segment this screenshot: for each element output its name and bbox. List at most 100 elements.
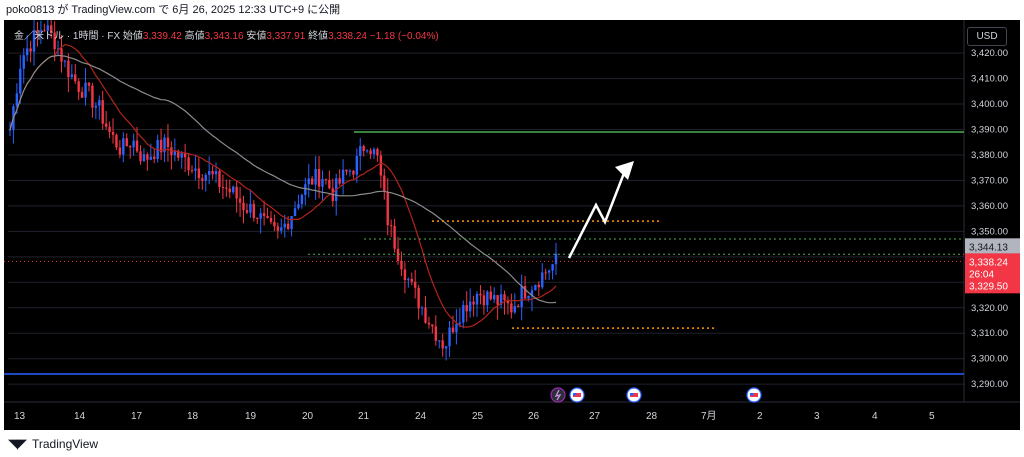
candle-body: [472, 301, 475, 305]
x-tick-label: 24: [415, 411, 427, 422]
x-tick-label: 13: [14, 411, 26, 422]
change-value: −1.18 (−0.04%): [369, 31, 439, 42]
candle-body: [451, 327, 455, 333]
low-value: 3,337.91: [266, 31, 306, 42]
candle-body: [39, 30, 43, 32]
candle-body: [441, 340, 444, 349]
candle-body: [304, 184, 307, 195]
candle-body: [465, 305, 468, 312]
candle-body: [352, 170, 355, 175]
chart-area[interactable]: 3,290.003,300.003,310.003,320.003,330.00…: [4, 20, 1020, 430]
candle-body: [146, 154, 149, 160]
candle-body: [355, 155, 359, 175]
flag-stripe: [750, 393, 758, 397]
ohlc-legend: 金／米ドル · 1時間 · FX 始値3,339.42 高値3,343.16 安…: [14, 27, 439, 42]
candle-body: [190, 170, 194, 172]
candle-body: [321, 178, 324, 187]
low-label: 安値: [246, 31, 267, 42]
candle-body: [128, 146, 132, 148]
candle-body: [348, 170, 352, 172]
candle-body: [410, 278, 413, 282]
flag-canton: [630, 393, 634, 396]
candle-body: [108, 126, 111, 132]
candle-body: [513, 306, 516, 313]
candle-body: [537, 284, 541, 288]
candle-body: [530, 290, 534, 296]
candle-body: [91, 85, 94, 108]
candle-body: [249, 203, 252, 213]
candle-body: [407, 278, 410, 281]
currency-button[interactable]: USD: [967, 27, 1007, 46]
candle-body: [8, 129, 12, 131]
candle-body: [338, 178, 341, 184]
candle-body: [486, 291, 489, 306]
candle-body: [19, 68, 22, 94]
high-label: 高値: [184, 31, 205, 42]
candle-body: [297, 204, 300, 209]
publish-line: poko0813 が TradingView.com で 6月 26, 2025…: [6, 4, 341, 16]
candle-body: [393, 225, 396, 249]
y-tick-label: 3,290.00: [971, 379, 1008, 390]
candle-body: [183, 152, 187, 158]
candle-body: [256, 217, 259, 219]
candle-body: [221, 187, 225, 189]
candle-body: [359, 146, 362, 156]
candle-body: [245, 210, 249, 213]
candle-body: [376, 149, 379, 156]
candle-body: [207, 171, 211, 175]
candle-body: [389, 225, 393, 227]
candle-body: [362, 146, 365, 152]
candle-body: [517, 306, 520, 308]
y-tick-label: 3,310.00: [971, 328, 1008, 339]
x-tick-label: 21: [358, 411, 370, 422]
candle-body: [149, 156, 152, 160]
x-tick-label: 4: [872, 411, 878, 422]
flag-canton: [573, 393, 577, 396]
x-tick-label: 19: [245, 411, 257, 422]
y-tick-label: 3,350.00: [971, 226, 1008, 237]
forecast-arrow: [567, 167, 628, 259]
candle-body: [166, 137, 170, 148]
flash-symbol: [554, 389, 562, 401]
ma-fast-line: [9, 43, 557, 328]
candle-body: [300, 194, 304, 205]
y-tick-label: 3,370.00: [971, 175, 1008, 186]
candle-body: [496, 295, 499, 305]
x-tick-label: 17: [131, 411, 143, 422]
candle-body: [266, 215, 269, 218]
candle-body: [283, 223, 286, 228]
candle-body: [520, 285, 523, 308]
flag-stripe: [573, 393, 581, 397]
high-value: 3,343.16: [204, 31, 244, 42]
candle-body: [67, 60, 70, 78]
candle-body: [80, 91, 84, 98]
arrow-head-icon: [615, 161, 634, 180]
candle-body: [455, 323, 458, 333]
candle-body: [173, 150, 177, 156]
candle-body: [551, 264, 554, 271]
candle-body: [420, 307, 424, 309]
candle-body: [232, 186, 235, 193]
candle-body: [544, 272, 547, 274]
candle-body: [153, 156, 156, 160]
candle-body: [468, 301, 472, 312]
candle-body: [122, 138, 125, 155]
candle-body: [228, 188, 231, 193]
tradingview-logo-text[interactable]: TradingView: [32, 437, 99, 451]
candle-body: [434, 326, 438, 341]
candle-body: [242, 202, 245, 211]
candle-body: [177, 150, 180, 158]
candle-body: [63, 60, 67, 62]
candle-body: [341, 169, 345, 184]
candle-body: [111, 131, 115, 135]
candle-body: [276, 226, 280, 231]
candle-body: [293, 208, 297, 217]
candle-body: [94, 105, 98, 108]
candle-body: [534, 284, 537, 291]
candle-body: [479, 293, 482, 296]
candle-body: [369, 150, 372, 155]
countdown-label: 26:04: [969, 269, 994, 280]
candlestick-chart[interactable]: 3,290.003,300.003,310.003,320.003,330.00…: [4, 20, 1020, 430]
tradingview-logo-icon[interactable]: ◥◤: [8, 436, 27, 451]
candle-body: [458, 322, 462, 324]
